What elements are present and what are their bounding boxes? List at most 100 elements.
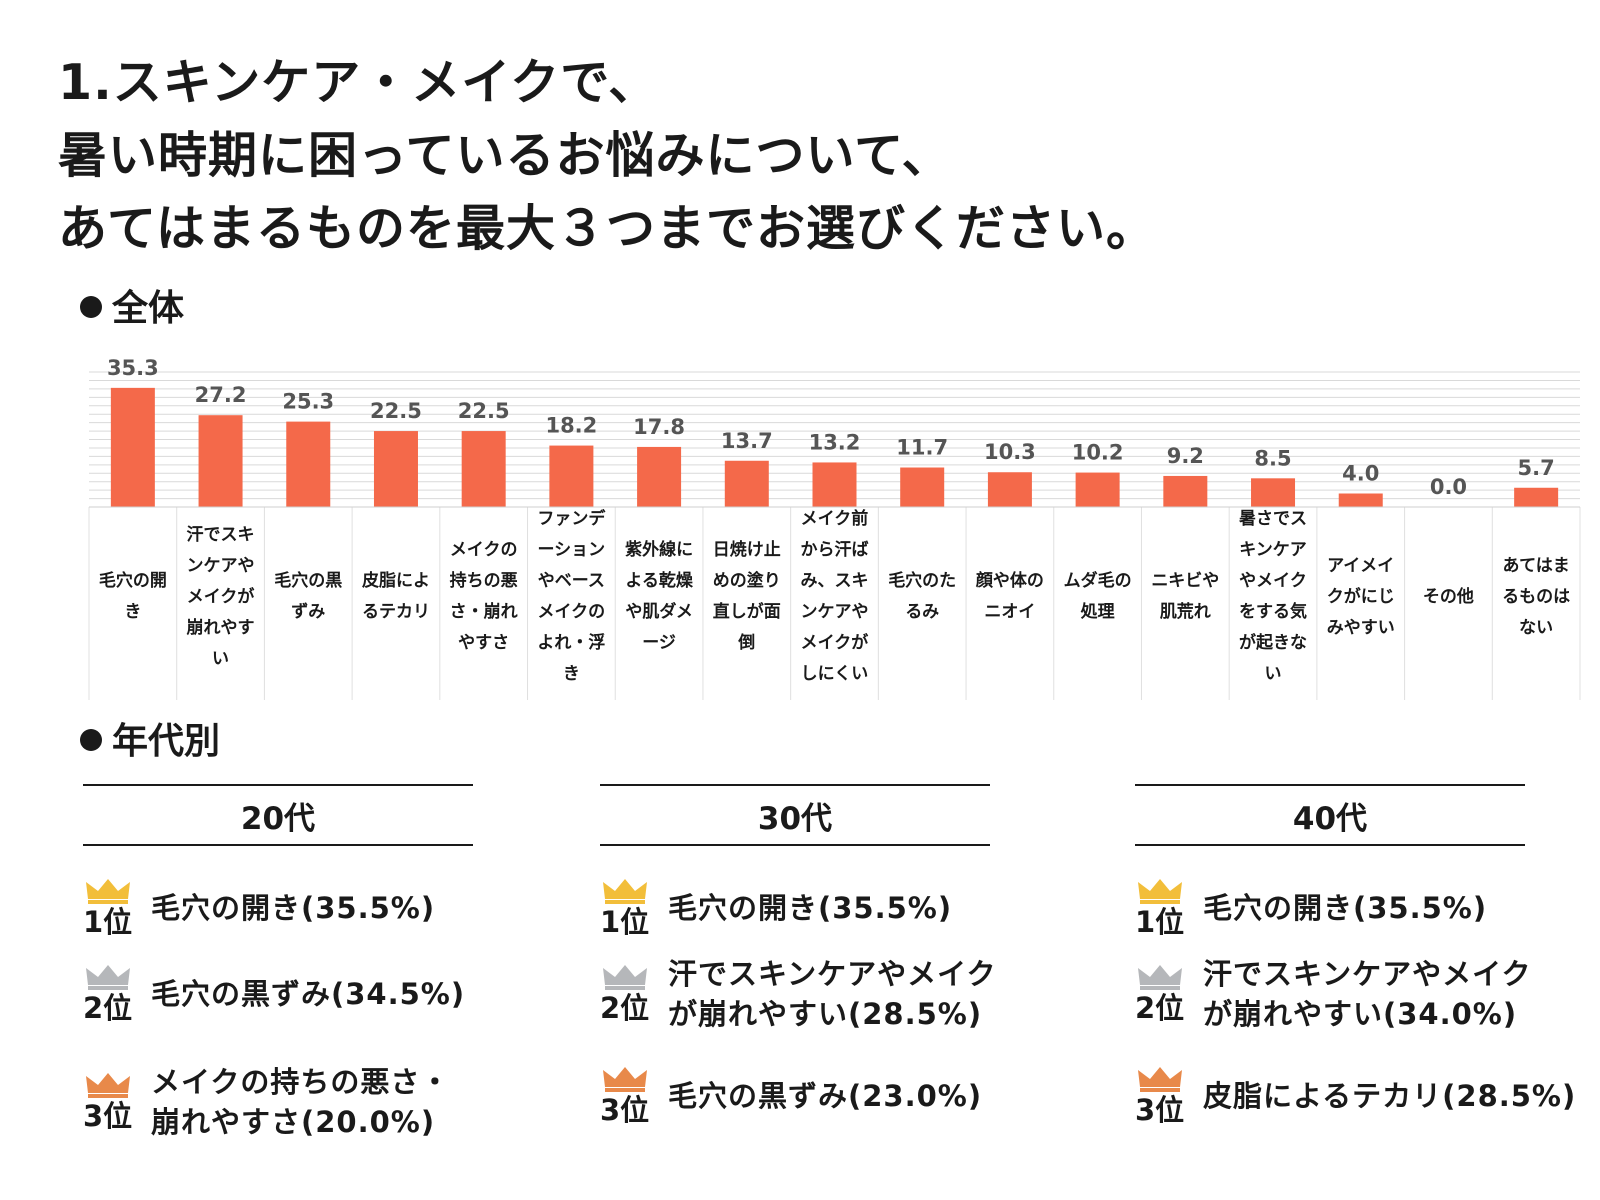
rank-badge: 1位 [83,878,151,938]
category-label: メイク前から汗ばみ、スキンケアやメイクがしにくい [800,509,869,684]
category-label: 皮脂によるテカリ [361,571,430,622]
age-group-40s: 40代 1位 毛穴の開き(35.5%) 2位 汗でスキンケアやメイクが崩れやすい… [1135,784,1575,1126]
question-title-line-1: 1.スキンケア・メイクで、 [58,54,659,111]
bar [1075,472,1120,507]
bar-value-label: 27.2 [195,383,247,407]
rank-row-1: 1位 毛穴の開き(35.5%) [83,878,553,938]
category-cell: 毛穴の黒ずみ [264,507,352,687]
bar [812,462,857,507]
rank-item-text: 毛穴の開き(35.5%) [1203,891,1488,925]
category-label: その他 [1422,586,1474,607]
section-overall-label: 全体 [112,288,185,329]
rank-badge: 3位 [1135,1066,1203,1126]
bar [1251,478,1296,507]
category-cell: メイク前から汗ばみ、スキンケアやメイクがしにくい [791,507,879,687]
silver-crown-icon [603,965,647,990]
bar [1514,487,1559,507]
bar-value-label: 0.0 [1430,475,1467,499]
bar-value-label: 13.7 [721,429,773,453]
category-cell: 毛穴の開き [89,507,177,687]
bronze-crown-icon [603,1067,647,1092]
section-age-label: 年代別 [112,721,221,762]
rank-label: 2位 [600,991,650,1025]
category-cell: 毛穴のたるみ [878,507,966,687]
bar-value-label: 25.3 [282,390,334,414]
rank-item-text: 皮脂によるテカリ(28.5%) [1203,1079,1577,1113]
rank-badge: 1位 [600,878,668,938]
age-group-header: 20代 [83,784,473,846]
category-cell: アイメイクがにじみやすい [1317,507,1405,687]
bar [637,446,682,507]
bar [286,421,331,507]
category-label: アイメイクがにじみやすい [1326,555,1395,638]
age-group-20s: 20代 1位 毛穴の開き(35.5%) 2位 毛穴の黒ずみ(34.5%) 3位 … [83,784,473,1139]
category-cell: 皮脂によるテカリ [352,507,440,687]
category-cell: あてはまるものはない [1492,507,1580,687]
bar [1338,493,1383,507]
rank-row-3: 3位 皮脂によるテカリ(28.5%) [1135,1066,1600,1126]
overall-bar-chart: 35.3 27.2 25.3 22.5 22.5 18.2 17.8 13.7 13.2 11.7… [88,356,1581,700]
section-overall-heading: 全体 [80,287,184,331]
rank-item-text: 毛穴の黒ずみ(34.5%) [151,977,466,1011]
bar [549,445,594,507]
bar-value-label: 22.5 [458,399,510,423]
rank-row-3: 3位 メイクの持ちの悪さ・崩れやすさ(20.0%) [83,1062,553,1142]
category-label: メイクの持ちの悪さ・崩れやすさ [449,540,518,653]
category-label: 顔や体のニオイ [975,571,1044,622]
category-cell: ニキビや肌荒れ [1141,507,1229,687]
category-label: ニキビや肌荒れ [1151,571,1220,622]
bronze-crown-icon [1138,1067,1182,1092]
rank-label: 2位 [1135,991,1185,1025]
category-label: 汗でスキンケアやメイクが崩れやすい [186,524,255,669]
silver-crown-icon [1138,965,1182,990]
bar-value-label: 35.3 [107,356,159,380]
bronze-crown-icon [86,1073,130,1098]
bar-value-label: 13.2 [809,430,861,454]
category-cell: メイクの持ちの悪さ・崩れやすさ [440,507,528,687]
rank-label: 2位 [83,991,133,1025]
rank-item-text: 毛穴の開き(35.5%) [151,891,436,925]
category-cell: ファンデーションやベースメイクのよれ・浮き [528,507,616,687]
rank-label: 3位 [600,1093,650,1127]
rank-row-2: 2位 汗でスキンケアやメイクが崩れやすい(34.0%) [1135,954,1600,1034]
category-label: 日焼け止めの塗り直しが面倒 [712,540,781,653]
section-age-heading: 年代別 [80,720,220,764]
gold-crown-icon [1138,879,1182,904]
age-group-header: 30代 [600,784,990,846]
bar [373,431,418,507]
category-cell: 汗でスキンケアやメイクが崩れやすい [177,507,265,687]
category-label: 暑さでスキンケアやメイクをする気が起きない [1239,509,1308,684]
rank-label: 1位 [83,905,133,939]
category-cell: その他 [1405,507,1493,687]
bar-value-label: 17.8 [633,415,685,439]
rank-row-3: 3位 毛穴の黒ずみ(23.0%) [600,1066,1070,1126]
rank-item-text: 毛穴の開き(35.5%) [668,891,953,925]
bar [110,387,155,507]
bar [198,415,243,507]
rank-item-text: メイクの持ちの悪さ・崩れやすさ(20.0%) [151,1065,451,1139]
rank-label: 3位 [83,1099,133,1133]
rank-badge: 3位 [600,1066,668,1126]
category-cell: 顔や体のニオイ [966,507,1054,687]
bar [724,460,769,507]
bar-value-label: 22.5 [370,399,422,423]
bar-value-label: 4.0 [1342,462,1379,486]
age-group-30s: 30代 1位 毛穴の開き(35.5%) 2位 汗でスキンケアやメイクが崩れやすい… [600,784,996,1126]
rank-badge: 2位 [83,964,151,1024]
bar-value-label: 18.2 [545,414,597,438]
bar-value-label: 5.7 [1518,456,1555,480]
question-title: 1.スキンケア・メイクで、 暑い時期に困っているお悩みについて、 あてはまるもの… [58,46,1156,265]
age-group-header: 40代 [1135,784,1525,846]
category-label: ファンデーションやベースメイクのよれ・浮き [537,509,606,684]
rank-row-2: 2位 汗でスキンケアやメイクが崩れやすい(28.5%) [600,954,1070,1034]
rank-badge: 3位 [83,1072,151,1132]
category-cell: 暑さでスキンケアやメイクをする気が起きない [1229,507,1317,687]
category-label: 毛穴の開き [98,571,167,622]
rank-item-text: 汗でスキンケアやメイクが崩れやすい(34.0%) [1203,957,1532,1031]
bullet-icon [80,296,102,318]
category-label: 毛穴のたるみ [888,571,957,622]
bar-value-label: 10.3 [984,440,1036,464]
bar-value-label: 9.2 [1167,444,1204,468]
silver-crown-icon [86,965,130,990]
rank-row-1: 1位 毛穴の開き(35.5%) [600,878,1070,938]
